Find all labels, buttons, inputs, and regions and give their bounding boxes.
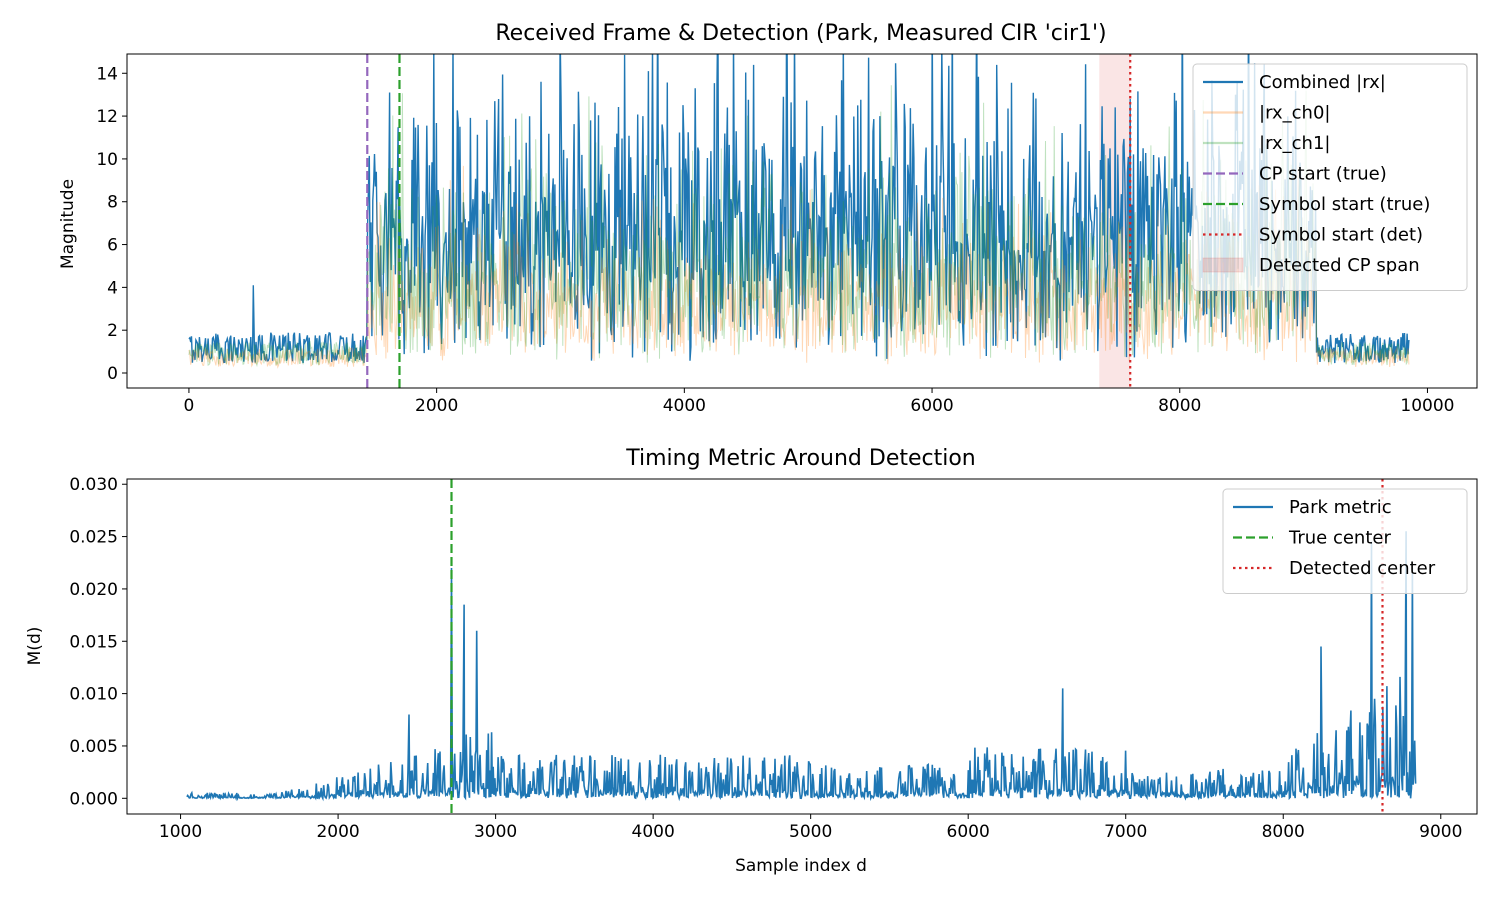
- plot-area-0: [188, 54, 1410, 388]
- legend-label: Park metric: [1289, 497, 1392, 518]
- legend-label: Detected CP span: [1259, 255, 1420, 276]
- y-tick-label: 0: [107, 364, 118, 384]
- x-tick-label: 1000: [159, 822, 202, 842]
- legend-label: Symbol start (det): [1259, 225, 1423, 246]
- axes-frame: [126, 53, 1478, 389]
- bottom-chart: Timing Metric Around Detection M(d) Samp…: [25, 446, 1478, 876]
- y-tick-label: 8: [107, 193, 118, 213]
- legend: Combined |rx| |rx_ch0| |rx_ch1| CP start (t…: [1192, 63, 1468, 291]
- y-tick-label: 0.015: [69, 632, 118, 652]
- legend: Park metric True center Detected center: [1222, 488, 1468, 594]
- y-tick-label: 2: [107, 321, 118, 341]
- y-tick-label: 0.020: [69, 580, 118, 600]
- x-tick-label: 8000: [1158, 396, 1201, 416]
- bottom-chart-title: Timing Metric Around Detection: [625, 446, 976, 471]
- x-tick-label: 9000: [1419, 822, 1462, 842]
- y-tick-label: 10: [96, 150, 118, 170]
- legend-box: [1222, 488, 1468, 594]
- y-tick-label: 0.005: [69, 737, 118, 757]
- legend-label: Detected center: [1289, 558, 1436, 579]
- y-tick-label: 0.025: [69, 528, 118, 548]
- top-chart: Received Frame & Detection (Park, Measur…: [58, 21, 1478, 416]
- y-tick-label: 0.000: [69, 789, 118, 809]
- y-tick-label: 0.030: [69, 475, 118, 495]
- x-tick-label: 8000: [1262, 822, 1305, 842]
- park-metric-line: [186, 531, 1417, 802]
- bottom-chart-ylabel: M(d): [25, 627, 45, 666]
- x-tick-label: 3000: [474, 822, 517, 842]
- x-tick-label: 6000: [947, 822, 990, 842]
- x-tick-label: 4000: [632, 822, 675, 842]
- x-tick-label: 4000: [663, 396, 706, 416]
- legend-label: Combined |rx|: [1259, 72, 1386, 93]
- x-tick-label: 0: [184, 396, 195, 416]
- x-tick-label: 2000: [415, 396, 458, 416]
- y-tick-label: 12: [96, 107, 118, 127]
- legend-label: |rx_ch1|: [1259, 133, 1330, 154]
- x-tick-label: 5000: [789, 822, 832, 842]
- y-tick-label: 6: [107, 236, 118, 256]
- legend-box: [1192, 63, 1468, 291]
- rx-ch0-line: [188, 165, 1410, 369]
- top-chart-ylabel: Magnitude: [58, 179, 78, 269]
- x-tick-label: 2000: [316, 822, 359, 842]
- x-tick-label: 7000: [1104, 822, 1147, 842]
- legend-swatch: [1202, 257, 1244, 273]
- x-tick-label: 6000: [910, 396, 953, 416]
- legend-label: CP start (true): [1259, 164, 1387, 185]
- legend-label: Symbol start (true): [1259, 194, 1430, 215]
- y-tick-label: 0.010: [69, 685, 118, 705]
- axes-frame: [126, 478, 1478, 815]
- x-tick-label: 10000: [1400, 396, 1454, 416]
- top-chart-title: Received Frame & Detection (Park, Measur…: [495, 21, 1106, 46]
- legend-label: True center: [1288, 528, 1391, 549]
- bottom-chart-xlabel: Sample index d: [735, 856, 867, 876]
- y-tick-label: 14: [96, 64, 118, 84]
- legend-label: |rx_ch0|: [1259, 103, 1330, 124]
- y-tick-label: 4: [107, 278, 118, 298]
